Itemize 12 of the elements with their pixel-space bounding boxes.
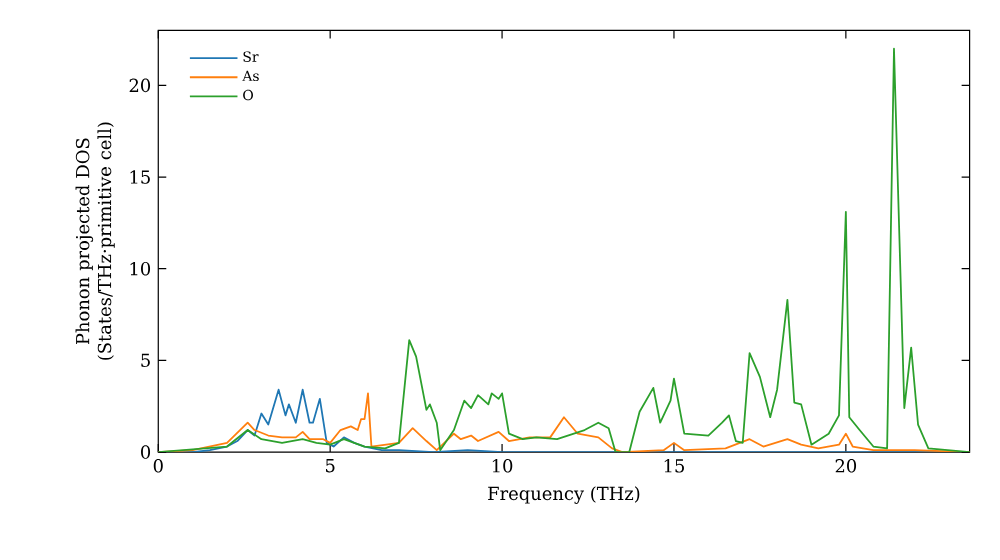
y-tick-label: 10	[130, 261, 151, 276]
x-tick-label: 5	[326, 458, 335, 473]
x-tick-label: 0	[153, 458, 163, 473]
y-axis-title: Phonon projected DOS (States/THz·primitive cell)	[75, 122, 115, 360]
y-tick-label: 0	[141, 445, 151, 459]
x-tick-label: 20	[835, 458, 857, 473]
x-axis-title: Frequency (THz)	[488, 486, 640, 504]
y-tick-label: 5	[141, 353, 150, 367]
y-tick-label: 20	[129, 78, 151, 92]
x-tick-label: 10	[492, 458, 513, 473]
y-tick-label: 15	[130, 170, 150, 184]
x-tick-label: 15	[664, 458, 684, 473]
